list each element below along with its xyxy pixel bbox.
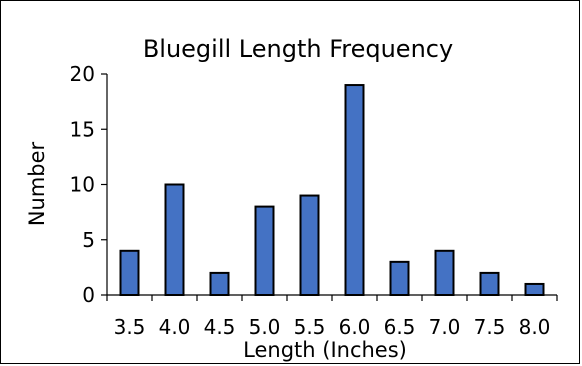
x-tick-label: 7.5 [474, 315, 506, 339]
bar-6.5 [389, 260, 410, 297]
y-tick-label: 10 [70, 173, 95, 197]
bar-3.5 [119, 249, 140, 297]
x-tick-label: 4.0 [159, 315, 191, 339]
x-tick-label: 3.5 [114, 315, 146, 339]
x-tick-label: 8.0 [519, 315, 551, 339]
bar-4.0 [164, 183, 185, 296]
bars [119, 84, 545, 297]
x-axis: 3.5 4.0 4.5 5.0 5.5 6.0 6.5 7.0 7.5 8.0 [106, 294, 558, 339]
x-tick-label: 5.0 [249, 315, 281, 339]
y-tick-label: 5 [82, 228, 95, 252]
y-tick-label: 0 [82, 283, 95, 307]
bar-7.5 [479, 271, 500, 296]
x-tick-label: 7.0 [429, 315, 461, 339]
x-tick-label: 6.0 [339, 315, 371, 339]
bar-6.0 [344, 84, 365, 296]
y-axis-title: Number [25, 141, 49, 226]
x-tick-label: 6.5 [384, 315, 416, 339]
bar-5.5 [299, 194, 320, 296]
x-axis-title: Length (Inches) [243, 338, 407, 362]
chart-title: Bluegill Length Frequency [143, 35, 453, 63]
bar-7.0 [434, 249, 455, 297]
y-tick-label: 20 [70, 62, 95, 86]
bar-4.5 [209, 271, 230, 296]
x-tick-label: 4.5 [204, 315, 236, 339]
bar-8.0 [524, 282, 545, 297]
y-tick-label: 15 [70, 117, 95, 141]
bar-5.0 [254, 205, 275, 297]
x-tick-label: 5.5 [294, 315, 326, 339]
y-axis: 0 5 10 15 20 [70, 62, 108, 307]
